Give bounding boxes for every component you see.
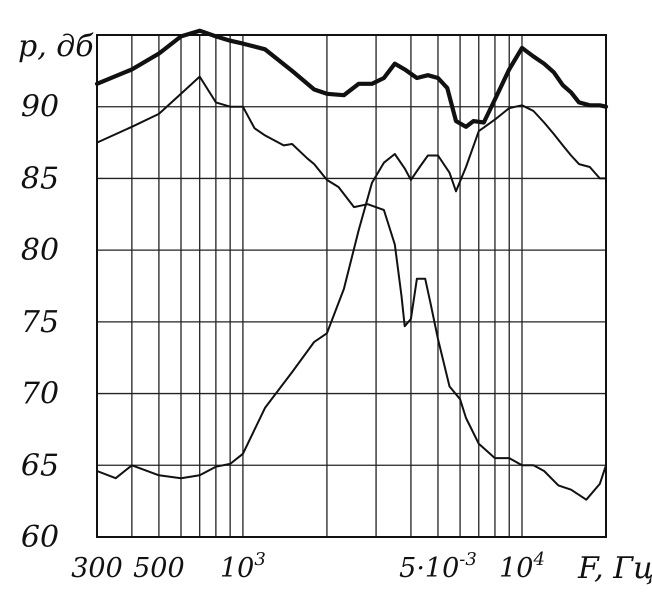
x-tick-label: 500 [133,553,185,584]
plot-frame [96,34,607,538]
series-line-1 [94,28,609,129]
x-tick-label: 5·10-3 [399,549,477,584]
y-tick-label: 65 [21,448,59,483]
x-axis-label: F, Гц [577,551,652,586]
x-tick-label: 104 [499,549,545,584]
y-tick-label: 75 [21,305,59,340]
grid [96,34,607,538]
series-line-2 [96,75,607,501]
y-tick-label: 60 [21,520,59,555]
series-line-3 [96,104,607,480]
x-tick-label: 103 [220,549,266,584]
tick-labels: 60 65 70 75 80 85 90 300 500 103 5·10-3 104 [21,90,545,584]
series-group [94,28,609,501]
x-tick-label: 300 [71,553,123,584]
y-tick-label: 90 [21,90,59,125]
y-tick-label: 85 [21,161,59,196]
y-tick-label: 80 [21,233,59,268]
y-tick-label: 70 [21,377,59,412]
y-axis-label: p, дб [18,29,94,64]
